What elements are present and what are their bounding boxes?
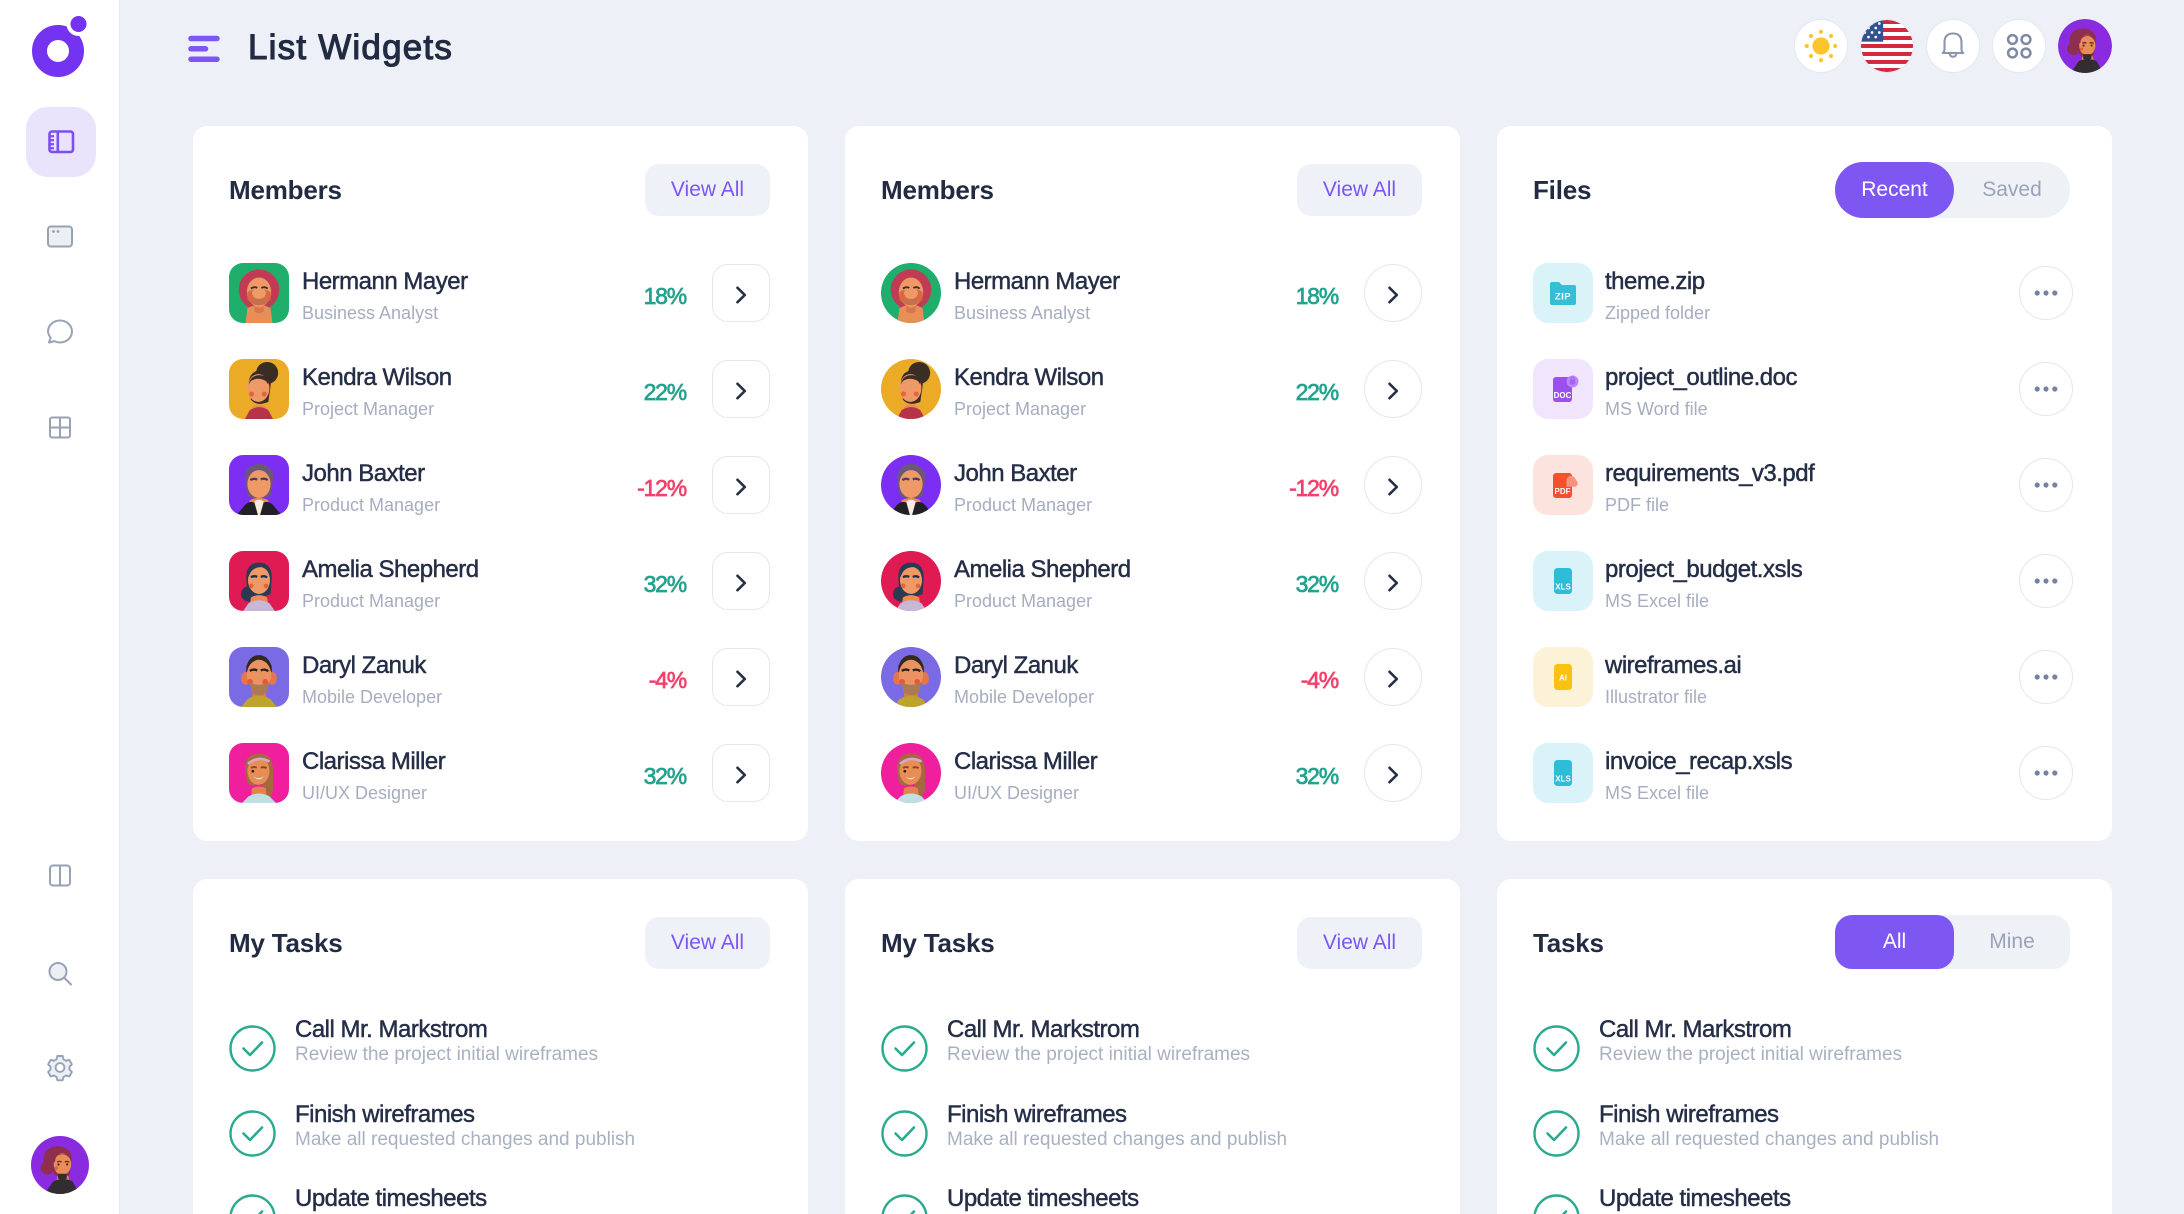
svg-text:DOC: DOC [1554, 391, 1572, 400]
svg-text:AI: AI [1559, 674, 1567, 683]
svg-text:XLS: XLS [1555, 583, 1571, 592]
svg-text:ZIP: ZIP [1555, 292, 1571, 303]
svg-text:XLS: XLS [1555, 775, 1571, 784]
svg-text:PDF: PDF [1555, 487, 1571, 496]
